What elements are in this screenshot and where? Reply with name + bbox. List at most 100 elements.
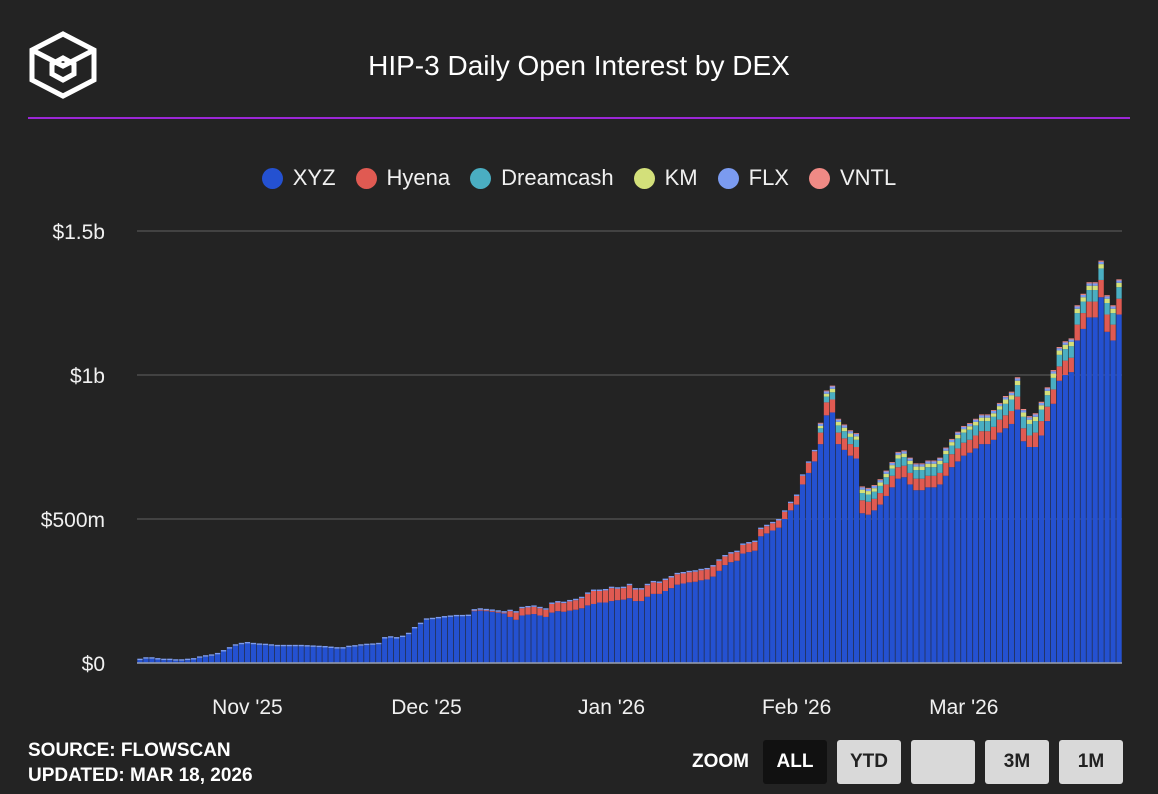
x-tick-label: Nov '25: [212, 696, 283, 719]
bar-segment-km: [907, 460, 913, 465]
bar-segment-hyena: [823, 402, 830, 416]
bar-segment-flx: [596, 589, 603, 591]
bar-segment-hyena: [1014, 396, 1021, 410]
logo-cube-icon: [29, 31, 97, 99]
bar-segment-hyena: [1068, 357, 1074, 373]
bar-segment-flx: [537, 606, 543, 609]
bar-segment-flx: [358, 644, 364, 646]
bar-segment-xyz: [232, 645, 239, 663]
bar-segment-xyz: [596, 602, 603, 663]
legend-dot-xyz: [261, 167, 283, 189]
bar-segment-flx: [973, 419, 979, 422]
bar-segment-xyz: [226, 648, 233, 663]
legend-item-flx[interactable]: FLX: [717, 165, 789, 191]
bar-segment-flx: [167, 658, 173, 661]
bar-segment-flx: [985, 415, 991, 418]
bar-segment-flx: [447, 615, 454, 617]
zoom-3m-button[interactable]: 3M: [985, 740, 1049, 784]
bar-segment-flx: [770, 521, 776, 524]
bar-segment-vntl: [1074, 305, 1080, 307]
bar-segment-flx: [805, 461, 812, 463]
bar-segment-flx: [238, 642, 245, 645]
bar-segment-km: [871, 488, 877, 492]
bar-segment-flx: [1032, 414, 1039, 417]
legend-item-km[interactable]: KM: [633, 165, 698, 191]
bar-segment-hyena: [674, 574, 680, 585]
bar-segment-xyz: [591, 603, 597, 663]
bar-segment-hyena: [591, 591, 597, 604]
bar-segment-flx: [585, 592, 591, 594]
zoom-ytd-button[interactable]: YTD: [837, 740, 901, 784]
bar-segment-flx: [191, 658, 197, 660]
bar-segment-hyena: [1086, 301, 1092, 318]
bar-segment-flx: [489, 609, 495, 611]
bar-segment-xyz: [513, 619, 519, 663]
bar-segment-vntl: [835, 418, 842, 420]
bar-segment-xyz: [471, 611, 477, 663]
bar-segment-dreamcash: [1092, 290, 1098, 302]
bar-segment-hyena: [752, 542, 758, 551]
bar-segment-flx: [531, 605, 537, 607]
bar-segment-xyz: [740, 553, 746, 663]
bar-segment-km: [829, 388, 836, 393]
bar-segment-flx: [292, 644, 298, 647]
legend-item-dreamcash[interactable]: Dreamcash: [470, 165, 614, 191]
bar-segment-hyena: [638, 589, 645, 602]
bar-segment-hyena: [967, 439, 973, 453]
bar-segment-km: [996, 406, 1003, 410]
bar-segment-xyz: [370, 644, 376, 663]
bar-segment-xyz: [1014, 409, 1021, 663]
bar-segment-flx: [155, 658, 161, 660]
bar-segment-flx: [483, 608, 489, 611]
bar-segment-xyz: [495, 612, 501, 663]
bar-segment-km: [883, 473, 889, 478]
zoom-all-button[interactable]: ALL: [763, 740, 827, 784]
bar-segment-hyena: [698, 570, 704, 581]
bar-segment-xyz: [1050, 403, 1057, 663]
bar-segment-xyz: [722, 565, 728, 663]
bar-segment-xyz: [256, 644, 263, 663]
bar-segment-flx: [1098, 261, 1104, 265]
bar-segment-flx: [543, 608, 549, 610]
bar-segment-km: [895, 455, 901, 459]
bar-segment-xyz: [996, 432, 1003, 663]
bar-segment-xyz: [238, 644, 245, 663]
legend-item-hyena[interactable]: Hyena: [355, 165, 450, 191]
bar-segment-xyz: [782, 519, 788, 663]
legend-item-xyz[interactable]: XYZ: [261, 165, 336, 191]
legend-item-vntl[interactable]: VNTL: [808, 165, 896, 191]
bar-segment-hyena: [955, 448, 961, 462]
bar-segment-hyena: [650, 582, 657, 594]
bar-segment-xyz: [602, 602, 609, 663]
bar-segment-km: [853, 436, 860, 440]
bar-segment-hyena: [1032, 432, 1039, 447]
bar-segment-hyena: [949, 454, 955, 468]
bar-segment-vntl: [1032, 413, 1039, 415]
bar-segment-km: [1002, 399, 1009, 404]
zoom-blank-button[interactable]: [911, 740, 975, 784]
bar-segment-km: [1056, 350, 1062, 355]
bar-segment-flx: [799, 474, 806, 476]
bar-segment-flx: [698, 568, 704, 571]
zoom-controls: ZOOM ALL YTD 3M 1M: [692, 740, 1133, 784]
bar-segment-dreamcash: [1098, 268, 1104, 280]
bar-segment-xyz: [292, 646, 298, 663]
bar-segment-dreamcash: [1116, 287, 1122, 299]
title-divider: [28, 117, 1130, 119]
zoom-1m-button[interactable]: 1M: [1059, 740, 1123, 784]
bar-segment-hyena: [1092, 301, 1098, 318]
bar-segment-xyz: [1098, 297, 1104, 663]
bar-segment-xyz: [149, 658, 155, 663]
bar-segment-hyena: [513, 612, 519, 620]
bar-segment-xyz: [399, 637, 406, 663]
bar-segment-hyena: [710, 566, 716, 577]
bar-segment-hyena: [1116, 298, 1122, 315]
bar-segment-hyena: [859, 500, 865, 514]
bar-segment-hyena: [1002, 415, 1009, 429]
bar-segment-flx: [823, 391, 830, 394]
bar-segment-xyz: [161, 660, 167, 663]
bar-segment-hyena: [1074, 324, 1080, 341]
bar-segment-xyz: [525, 614, 531, 663]
bar-segment-km: [1068, 341, 1074, 347]
bar-segment-xyz: [304, 646, 310, 663]
